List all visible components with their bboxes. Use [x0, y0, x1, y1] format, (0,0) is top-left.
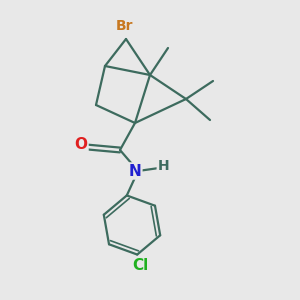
Text: O: O [74, 136, 88, 152]
Text: Br: Br [116, 19, 133, 32]
Text: Cl: Cl [132, 258, 148, 273]
Text: N: N [129, 164, 141, 178]
Text: H: H [158, 160, 169, 173]
